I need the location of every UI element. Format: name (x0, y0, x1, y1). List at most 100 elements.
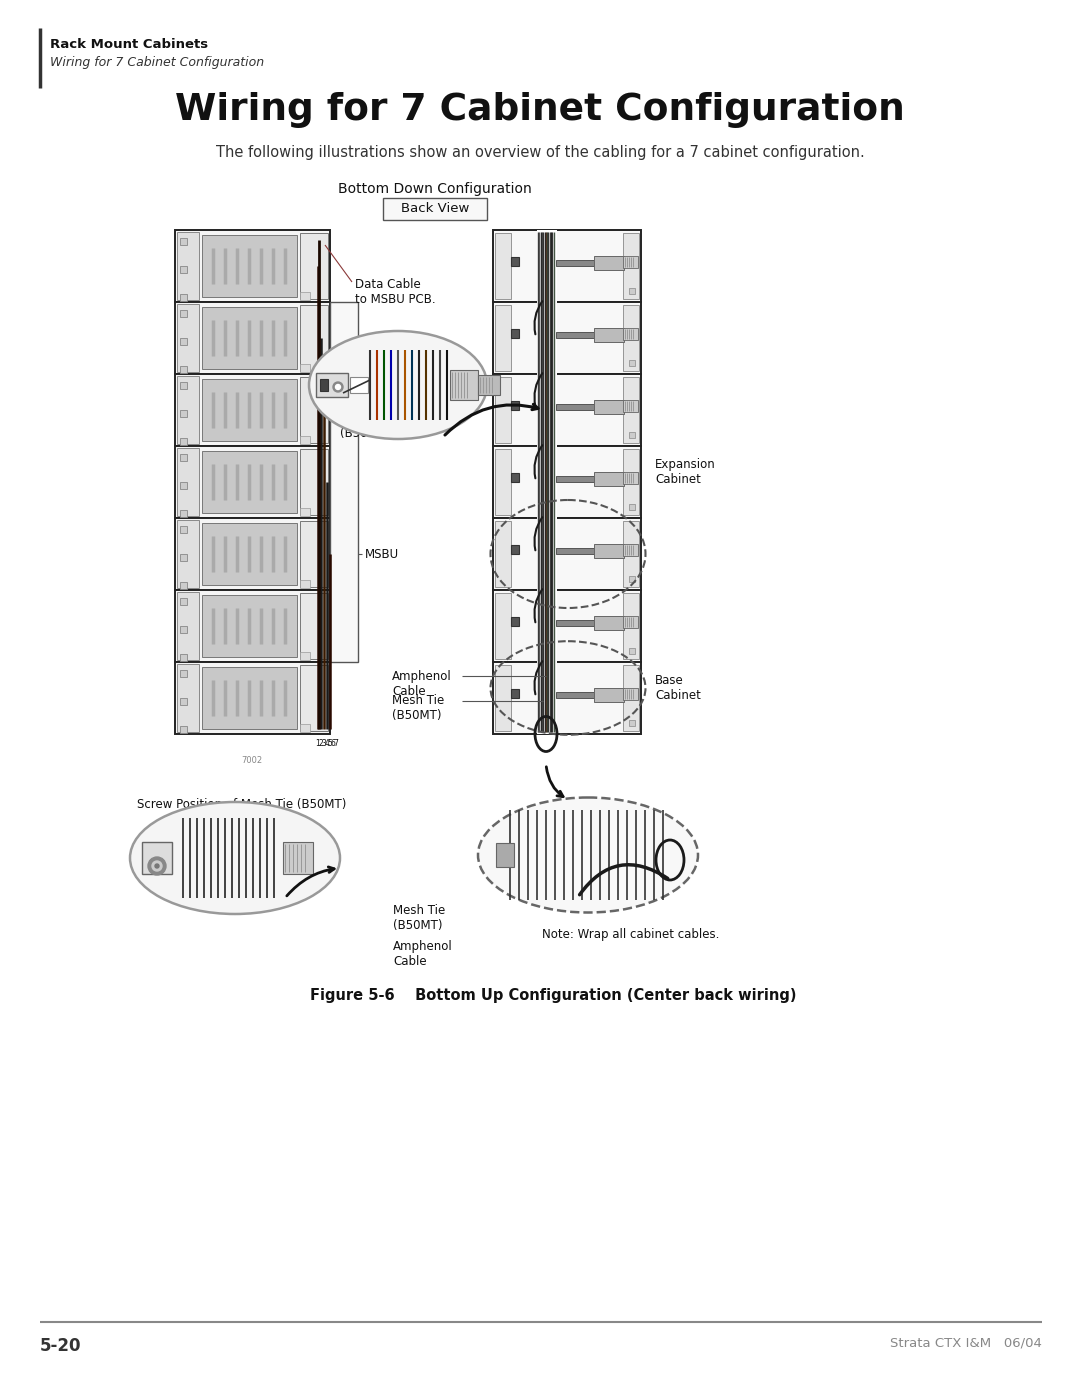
Text: Back View: Back View (401, 203, 469, 215)
Bar (141, 842, 172, 875)
Bar (175, 662, 330, 733)
Text: 1: 1 (315, 739, 321, 747)
Bar (594, 256, 624, 270)
Text: Bottom Down Configuration: Bottom Down Configuration (338, 182, 531, 196)
Bar (300, 448, 328, 515)
Text: Mesh Tie
(B50MT): Mesh Tie (B50MT) (340, 412, 392, 440)
Bar (175, 446, 330, 518)
Bar (492, 302, 642, 374)
Text: 4: 4 (325, 739, 329, 747)
Bar (180, 510, 187, 517)
Bar (180, 583, 187, 590)
Bar (300, 365, 310, 372)
Bar (556, 260, 596, 265)
Bar (496, 842, 514, 868)
Bar (629, 576, 635, 583)
Bar (180, 726, 187, 733)
Bar (180, 654, 187, 661)
Text: Strata CTX I&M   06/04: Strata CTX I&M 06/04 (890, 1337, 1042, 1350)
Bar (180, 482, 187, 489)
Text: 3: 3 (322, 739, 326, 747)
Bar (478, 374, 500, 395)
Bar (180, 293, 187, 300)
Text: MSBU: MSBU (365, 548, 400, 562)
Bar (175, 374, 330, 446)
Bar (629, 288, 635, 293)
Bar (511, 617, 519, 626)
Bar (492, 231, 642, 302)
Bar (177, 664, 199, 732)
Bar (175, 302, 330, 374)
Bar (202, 379, 297, 441)
Bar (495, 592, 511, 659)
Bar (202, 307, 297, 369)
Bar (623, 448, 639, 515)
Text: Data Cable
to MSBU PCB.: Data Cable to MSBU PCB. (355, 278, 435, 306)
Ellipse shape (309, 331, 487, 439)
Text: Mesh Tie
(B50MT): Mesh Tie (B50MT) (393, 904, 445, 932)
Bar (629, 360, 635, 366)
Bar (495, 233, 511, 299)
Text: Rack Mount Cabinets: Rack Mount Cabinets (50, 38, 208, 52)
Text: 7: 7 (334, 739, 338, 747)
Bar (623, 521, 639, 587)
Bar (177, 305, 199, 372)
Bar (511, 474, 519, 482)
Bar (556, 404, 596, 409)
Bar (492, 590, 642, 662)
Bar (175, 590, 330, 662)
Bar (202, 451, 297, 513)
Bar (556, 692, 596, 698)
Bar (202, 595, 297, 657)
Circle shape (148, 856, 166, 875)
Bar (623, 328, 638, 339)
Bar (175, 231, 330, 302)
Ellipse shape (478, 798, 698, 912)
Text: 2: 2 (319, 739, 323, 747)
Bar (623, 543, 638, 556)
Bar (623, 256, 638, 268)
Bar (316, 373, 348, 397)
Bar (180, 698, 187, 705)
Bar (180, 310, 187, 317)
Bar (177, 592, 199, 659)
Bar (320, 379, 328, 391)
Bar (180, 237, 187, 244)
Text: 5-20: 5-20 (40, 1337, 81, 1355)
Bar (300, 377, 328, 443)
Text: Expansion
Cabinet: Expansion Cabinet (654, 458, 716, 486)
Bar (180, 439, 187, 446)
Bar (180, 527, 187, 534)
Text: Screw Position of Mesh Tie (B50MT): Screw Position of Mesh Tie (B50MT) (137, 798, 347, 812)
Bar (495, 448, 511, 515)
Bar (511, 330, 519, 338)
Bar (629, 432, 635, 439)
Bar (300, 521, 328, 587)
Bar (623, 592, 639, 659)
Bar (300, 305, 328, 372)
Bar (383, 198, 487, 219)
Text: The following illustrations show an overview of the cabling for a 7 cabinet conf: The following illustrations show an over… (216, 145, 864, 161)
Text: Figure 5-6    Bottom Up Configuration (Center back wiring): Figure 5-6 Bottom Up Configuration (Cent… (310, 988, 797, 1003)
Bar (180, 265, 187, 272)
Bar (300, 436, 310, 444)
Bar (623, 233, 639, 299)
Bar (492, 518, 642, 590)
Circle shape (336, 384, 340, 390)
Bar (623, 472, 638, 483)
Bar (495, 521, 511, 587)
Circle shape (152, 861, 162, 870)
Bar (202, 522, 297, 585)
Text: 7002: 7002 (242, 756, 262, 766)
Bar (177, 520, 199, 588)
Bar (556, 332, 596, 338)
Bar (623, 616, 638, 629)
Bar (623, 305, 639, 372)
Bar (177, 232, 199, 300)
Bar (629, 648, 635, 654)
Bar (594, 328, 624, 342)
Bar (492, 446, 642, 518)
Bar (495, 305, 511, 372)
Bar (350, 377, 368, 393)
Text: 6: 6 (330, 739, 336, 747)
